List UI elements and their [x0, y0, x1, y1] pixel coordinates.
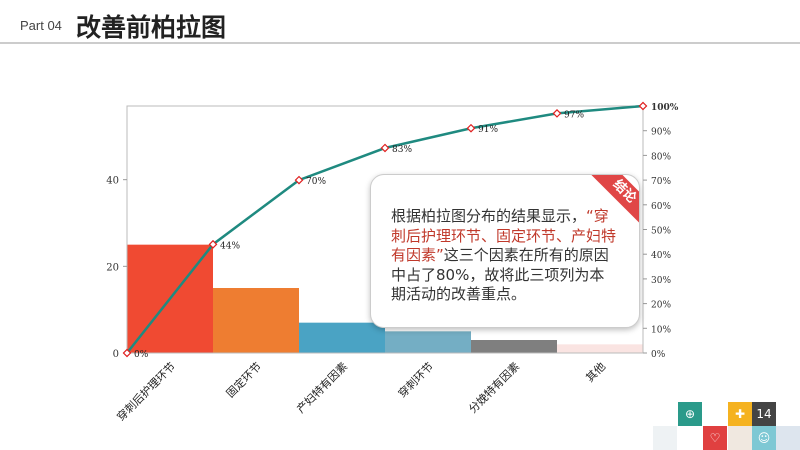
y2-tick-label: 20%	[651, 301, 671, 311]
cumulative-label: 91%	[478, 125, 498, 135]
cumulative-label: 44%	[220, 241, 240, 251]
cumulative-marker	[466, 123, 476, 133]
category-label: 分娩特有因素	[466, 359, 523, 416]
cumulative-label: 97%	[564, 110, 584, 120]
bar	[385, 331, 471, 353]
nurse-icon: ☺	[752, 426, 776, 450]
cumulative-marker	[208, 239, 218, 249]
header: Part 04 改善前柏拉图	[0, 0, 800, 46]
y2-tick-label: 90%	[651, 128, 671, 138]
category-label: 其他	[583, 360, 608, 385]
y2-tick-label: 100%	[651, 103, 679, 113]
cumulative-marker	[638, 101, 648, 111]
bar	[557, 344, 643, 353]
conclusion-rest: 这三个因素在所有的原因中占了80%，故将此三项列为本期活动的改善重点。	[391, 246, 609, 303]
doctors-photo	[653, 426, 677, 450]
bar	[213, 288, 299, 353]
conclusion-callout: 结论 根据柏拉图分布的结果显示，“穿刺后护理环节、固定环节、产妇特有因素”这三个…	[370, 174, 640, 328]
y2-tick-label: 10%	[651, 325, 671, 335]
heart-icon: ♡	[703, 426, 727, 450]
cumulative-marker	[552, 109, 562, 118]
conclusion-highlight: “穿刺后护理环节、固定环节、产妇特有因素”	[391, 207, 617, 264]
cumulative-marker	[122, 348, 132, 358]
bar	[299, 322, 385, 353]
patient-photo	[728, 426, 752, 450]
bar	[471, 340, 557, 353]
cumulative-marker	[380, 143, 390, 153]
cumulative-label: 0%	[134, 350, 149, 360]
y-tick-label: 0	[113, 349, 119, 360]
medical-kit-icon: ⊕	[678, 402, 702, 426]
y-tick-label: 20	[106, 262, 119, 273]
blank-tile	[776, 426, 800, 450]
conclusion-text: 根据柏拉图分布的结果显示，“穿刺后护理环节、固定环节、产妇特有因素”这三个因素在…	[391, 207, 619, 305]
cumulative-label: 83%	[392, 145, 412, 155]
y2-tick-label: 40%	[651, 251, 671, 261]
conclusion-line1: 根据柏拉图分布的结果显示，	[391, 207, 587, 225]
y2-tick-label: 60%	[651, 202, 671, 212]
cumulative-label: 70%	[306, 177, 326, 187]
category-label: 穿刺后护理环节	[114, 359, 178, 423]
page-title: 改善前柏拉图	[76, 13, 227, 42]
page-number: 14	[752, 402, 776, 426]
y2-tick-label: 50%	[651, 227, 671, 237]
y-tick-label: 40	[106, 176, 119, 187]
y2-tick-label: 30%	[651, 276, 671, 286]
y2-tick-label: 80%	[651, 152, 671, 162]
part-label: Part 04	[20, 18, 62, 33]
cumulative-marker	[294, 175, 304, 185]
category-label: 固定环节	[223, 359, 264, 400]
y2-tick-label: 0%	[651, 350, 666, 360]
category-label: 穿刺环节	[395, 359, 436, 400]
category-label: 产妇特有因素	[294, 359, 351, 416]
y2-tick-label: 70%	[651, 177, 671, 187]
header-divider	[0, 42, 800, 44]
pills-icon: ✚	[728, 402, 752, 426]
